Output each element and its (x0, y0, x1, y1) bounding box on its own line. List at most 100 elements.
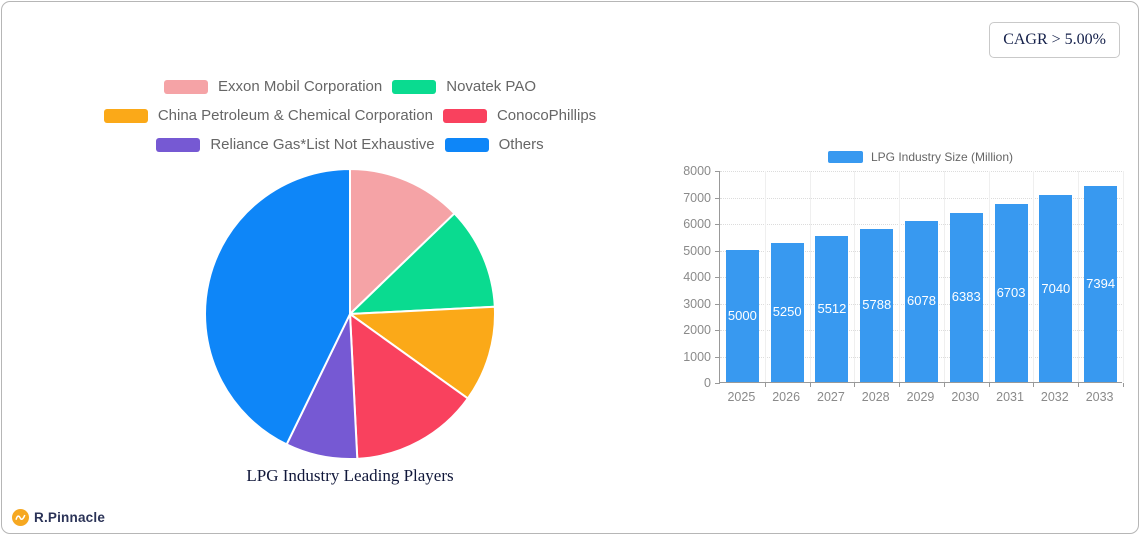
legend-item-label: Novatek PAO (446, 78, 536, 95)
x-axis-label: 2030 (951, 390, 980, 404)
y-axis-tick (715, 383, 720, 384)
legend-item-1[interactable]: Exxon Mobil Corporation (163, 78, 383, 95)
legend-item-label: China Petroleum & Chemical Corporation (157, 107, 433, 124)
x-axis-label: 2025 (727, 390, 756, 404)
y-axis-label: 3000 (683, 296, 711, 311)
bar-legend-swatch (827, 151, 863, 163)
gridline-vertical (854, 171, 856, 382)
bar-value-label: 5000 (727, 307, 757, 323)
y-axis-tick (715, 303, 720, 305)
legend-item-4[interactable]: ConocoPhillips (442, 107, 597, 124)
x-axis-tick (764, 383, 766, 387)
legend-swatch-icon (442, 108, 487, 123)
x-axis-tick (899, 383, 901, 387)
bar-2029[interactable]: 6078 (905, 220, 938, 382)
bar-value-label: 7040 (1041, 280, 1071, 296)
pie-slice-2[interactable] (349, 212, 496, 315)
pie-legend-row: Exxon Mobil Corporation Novatek PAO (22, 72, 678, 101)
legend-item-2[interactable]: Novatek PAO (392, 78, 536, 95)
bar-2028[interactable]: 5788 (860, 228, 894, 382)
y-axis-tick (715, 277, 720, 278)
y-axis-label: 8000 (683, 164, 711, 178)
bar-2030[interactable]: 6383 (949, 212, 983, 382)
bar-2032[interactable]: 7040 (1039, 195, 1073, 382)
legend-swatch-icon (156, 137, 201, 152)
legend-item-3[interactable]: China Petroleum & Chemical Corporation (103, 107, 433, 124)
x-axis-label: 2026 (772, 390, 801, 404)
legend-item-label: Others (498, 136, 544, 153)
bar-2033[interactable]: 7394 (1084, 186, 1118, 382)
y-axis-label: 2000 (683, 323, 711, 337)
cagr-badge-label: CAGR > 5.00% (1003, 31, 1106, 48)
gridline-vertical (1123, 171, 1124, 382)
bar-2027[interactable]: 5512 (815, 235, 849, 382)
y-axis-tick (715, 224, 720, 225)
gridline-horizontal (720, 197, 1122, 199)
legend-swatch-icon (392, 79, 437, 94)
bar-plot-area: 5000 5250 5512 5788 6078 6383 6703 7040 7394 (715, 171, 1124, 387)
x-axis-tick (988, 383, 990, 387)
bar-value-label: 7394 (1086, 276, 1116, 292)
x-axis-tick (854, 383, 856, 387)
brand-name: R.Pinnacle (34, 510, 106, 525)
bar-value-label: 6383 (951, 289, 981, 305)
y-axis-label: 4000 (683, 270, 711, 284)
legend-swatch-icon (103, 108, 148, 123)
x-axis-label: 2028 (861, 390, 890, 404)
y-axis-label: 1000 (683, 349, 711, 364)
gridline-vertical (899, 171, 901, 382)
pie-slice-1[interactable] (349, 168, 456, 315)
y-axis-tick (715, 356, 720, 358)
x-axis-tick (943, 383, 945, 387)
bar-value-label: 5788 (862, 297, 892, 313)
x-axis-tick (809, 383, 811, 387)
x-axis-tick (1078, 383, 1080, 387)
legend-item-5[interactable]: Reliance Gas*List Not Exhaustive (156, 136, 435, 153)
legend-swatch-icon (163, 79, 208, 94)
gridline-horizontal (720, 171, 1122, 172)
gridline-vertical (1078, 171, 1080, 382)
pie-slice-6[interactable] (204, 168, 351, 446)
x-axis-label: 2031 (996, 390, 1024, 404)
gridline-vertical (809, 171, 811, 382)
y-axis-label: 6000 (683, 217, 711, 231)
x-axis-label: 2033 (1085, 390, 1114, 404)
legend-swatch-icon (444, 137, 489, 152)
pie-legend-row: Reliance Gas*List Not Exhaustive Others (22, 130, 678, 159)
legend-item-label: Reliance Gas*List Not Exhaustive (210, 136, 435, 153)
y-axis-tick (715, 171, 720, 172)
y-axis-label: 0 (704, 376, 711, 390)
gridline-vertical (764, 171, 766, 382)
pie-chart (204, 168, 496, 460)
cagr-badge: CAGR > 5.00% (989, 22, 1120, 58)
x-axis-tick (1123, 383, 1124, 387)
y-axis-label: 5000 (683, 243, 711, 258)
bar-2026[interactable]: 5250 (770, 242, 804, 382)
x-axis-tick (1033, 383, 1035, 387)
pinnacle-logo-icon (12, 509, 29, 526)
bar-value-label: 6078 (907, 293, 936, 309)
bar-legend[interactable]: LPG Industry Size (Million) (719, 148, 1122, 166)
legend-item-6[interactable]: Others (444, 136, 544, 153)
y-axis-tick (715, 250, 720, 252)
x-axis-label: 2027 (817, 390, 845, 404)
y-axis-tick (715, 197, 720, 199)
pie-slice-3[interactable] (349, 305, 496, 400)
bar-value-label: 6703 (996, 285, 1026, 301)
legend-item-label: ConocoPhillips (496, 107, 597, 124)
x-axis-label: 2032 (1040, 390, 1069, 404)
x-axis-label: 2029 (906, 390, 935, 404)
bar-2031[interactable]: 6703 (994, 204, 1028, 382)
pie-chart-title: LPG Industry Leading Players (246, 466, 454, 485)
gridline-vertical (1033, 171, 1035, 382)
bar-2025[interactable]: 5000 (725, 249, 759, 382)
bar-legend-label: LPG Industry Size (Million) (870, 150, 1014, 164)
bar-value-label: 5250 (772, 304, 802, 320)
bar-chart-panel: LPG Industry Size (Million) 5000 5250 5512… (677, 142, 1137, 422)
legend-item-label: Exxon Mobil Corporation (217, 78, 383, 95)
bar-value-label: 5512 (817, 300, 847, 316)
brand-logo: R.Pinnacle (12, 509, 105, 526)
gridline-vertical (988, 171, 990, 382)
pie-slice-4[interactable] (349, 313, 469, 460)
